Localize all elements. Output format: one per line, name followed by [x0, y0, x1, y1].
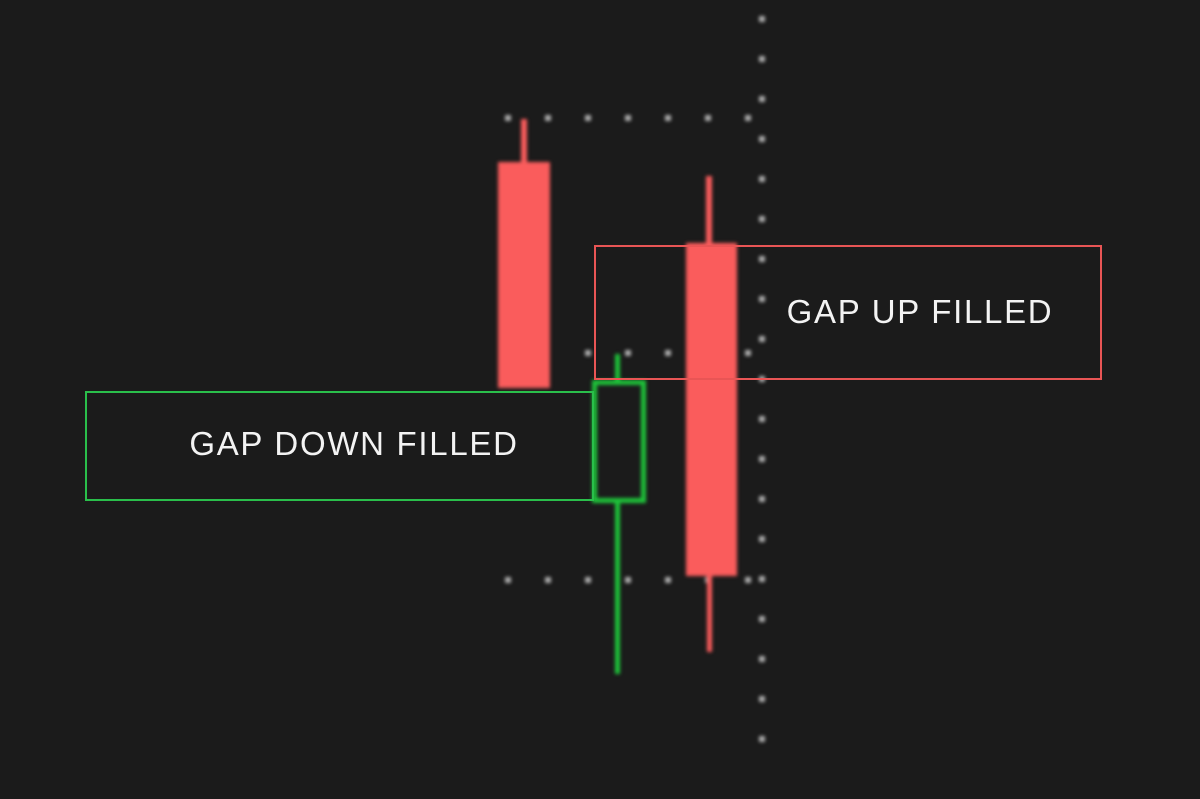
dotted-level-dot: [545, 577, 551, 583]
dotted-level-dot: [585, 115, 591, 121]
dotted-divider-dot: [759, 216, 765, 222]
dotted-divider-dot: [759, 16, 765, 22]
candle-1-body: [498, 162, 550, 388]
candle-2-body: [592, 380, 646, 503]
dotted-level-dot: [745, 577, 751, 583]
candle-3-wick-bottom: [707, 574, 712, 652]
dotted-level-dot: [625, 577, 631, 583]
candle-2-wick-top: [615, 354, 620, 382]
gap-up-filled-label: GAP UP FILLED: [786, 293, 1054, 330]
dotted-level-dot: [625, 115, 631, 121]
dotted-divider-dot: [759, 256, 765, 262]
dotted-level-dot: [505, 577, 511, 583]
dotted-level-dot: [665, 115, 671, 121]
dotted-level-dot: [665, 577, 671, 583]
dotted-level-dot: [625, 350, 631, 356]
dotted-divider-dot: [759, 96, 765, 102]
gap-down-filled-label: GAP DOWN FILLED: [189, 425, 519, 462]
dotted-divider-dot: [759, 56, 765, 62]
dotted-divider-dot: [759, 616, 765, 622]
dotted-divider-dot: [759, 456, 765, 462]
candle-3-body: [686, 243, 737, 576]
dotted-divider-dot: [759, 496, 765, 502]
dotted-divider-dot: [759, 656, 765, 662]
dotted-divider-dot: [759, 416, 765, 422]
dotted-divider-dot: [759, 696, 765, 702]
dotted-divider-dot: [759, 296, 765, 302]
dotted-level-dot: [745, 115, 751, 121]
dotted-level-dot: [745, 350, 751, 356]
dotted-level-dot: [705, 115, 711, 121]
dotted-divider-dot: [759, 336, 765, 342]
dotted-level-dot: [545, 115, 551, 121]
dotted-divider-dot: [759, 136, 765, 142]
gap-down-filled-box[interactable]: GAP DOWN FILLED: [85, 391, 594, 501]
dotted-level-dot: [665, 350, 671, 356]
dotted-divider-dot: [759, 176, 765, 182]
candle-1-wick-top: [521, 119, 527, 165]
dotted-level-dot: [585, 577, 591, 583]
candle-3-wick-top: [706, 176, 712, 245]
dotted-level-dot: [585, 350, 591, 356]
gap-up-filled-box[interactable]: GAP UP FILLED: [594, 245, 1102, 380]
dotted-divider-dot: [759, 576, 765, 582]
dotted-divider-dot: [759, 536, 765, 542]
dotted-divider-dot: [759, 736, 765, 742]
dotted-level-dot: [505, 115, 511, 121]
candle-2-wick-bottom: [615, 500, 620, 674]
